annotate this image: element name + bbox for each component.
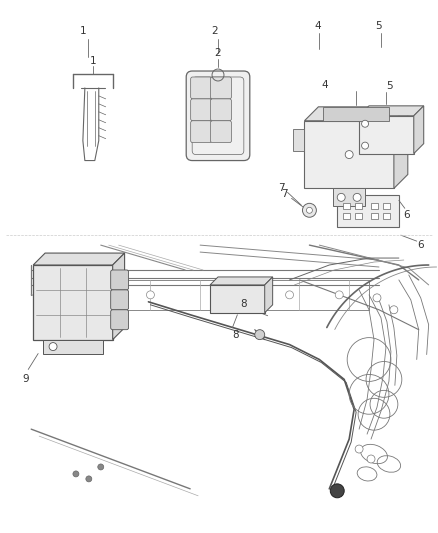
Polygon shape [33,253,124,265]
Polygon shape [210,277,273,285]
Polygon shape [33,265,113,340]
FancyBboxPatch shape [211,99,231,121]
Text: 8: 8 [232,329,239,340]
Circle shape [98,464,104,470]
FancyBboxPatch shape [111,310,129,330]
Circle shape [255,330,265,340]
FancyBboxPatch shape [191,99,212,121]
Text: 7: 7 [278,183,285,193]
Circle shape [146,291,155,299]
Text: 6: 6 [403,210,410,220]
Circle shape [367,455,375,463]
Circle shape [373,294,381,302]
FancyBboxPatch shape [111,270,129,290]
Circle shape [87,291,95,299]
FancyBboxPatch shape [186,71,250,160]
Bar [343,213,350,219]
Text: 4: 4 [314,21,321,31]
Circle shape [216,291,224,299]
Bar [333,188,365,206]
Circle shape [73,471,79,477]
Text: 5: 5 [376,21,382,31]
Circle shape [362,142,368,149]
Bar [371,213,378,219]
Text: 1: 1 [89,56,96,66]
Polygon shape [304,107,408,121]
Circle shape [307,207,312,213]
Text: 9: 9 [22,374,28,384]
Bar [43,340,103,353]
Circle shape [303,203,316,217]
Bar [210,285,265,313]
Bar [371,203,378,209]
Circle shape [330,484,344,498]
Bar [343,203,350,209]
FancyBboxPatch shape [191,121,212,143]
Circle shape [390,306,398,314]
Bar [383,203,390,209]
Circle shape [49,343,57,351]
Text: 2: 2 [212,26,218,36]
Polygon shape [265,277,273,313]
Text: 2: 2 [215,48,221,58]
FancyBboxPatch shape [211,121,231,143]
FancyBboxPatch shape [191,77,212,99]
Text: 1: 1 [80,26,86,36]
Circle shape [286,291,293,299]
Circle shape [353,193,361,201]
Polygon shape [359,116,414,154]
Polygon shape [414,106,424,154]
Bar [323,107,389,121]
Bar [337,196,399,227]
FancyBboxPatch shape [111,290,129,310]
Bar [383,213,390,219]
Text: 4: 4 [321,80,328,90]
Polygon shape [304,121,394,188]
Circle shape [362,120,368,127]
Circle shape [355,445,363,453]
Text: 7: 7 [281,189,288,199]
Circle shape [345,151,353,158]
Text: 5: 5 [386,81,393,91]
Polygon shape [394,107,408,188]
Text: 6: 6 [417,240,424,250]
Bar [355,203,362,209]
FancyBboxPatch shape [211,77,231,99]
Circle shape [86,476,92,482]
Circle shape [337,193,345,201]
Polygon shape [113,253,124,340]
Bar [293,129,304,151]
Bar [355,213,362,219]
Circle shape [335,291,343,299]
Text: 8: 8 [240,299,247,309]
Polygon shape [359,106,424,116]
